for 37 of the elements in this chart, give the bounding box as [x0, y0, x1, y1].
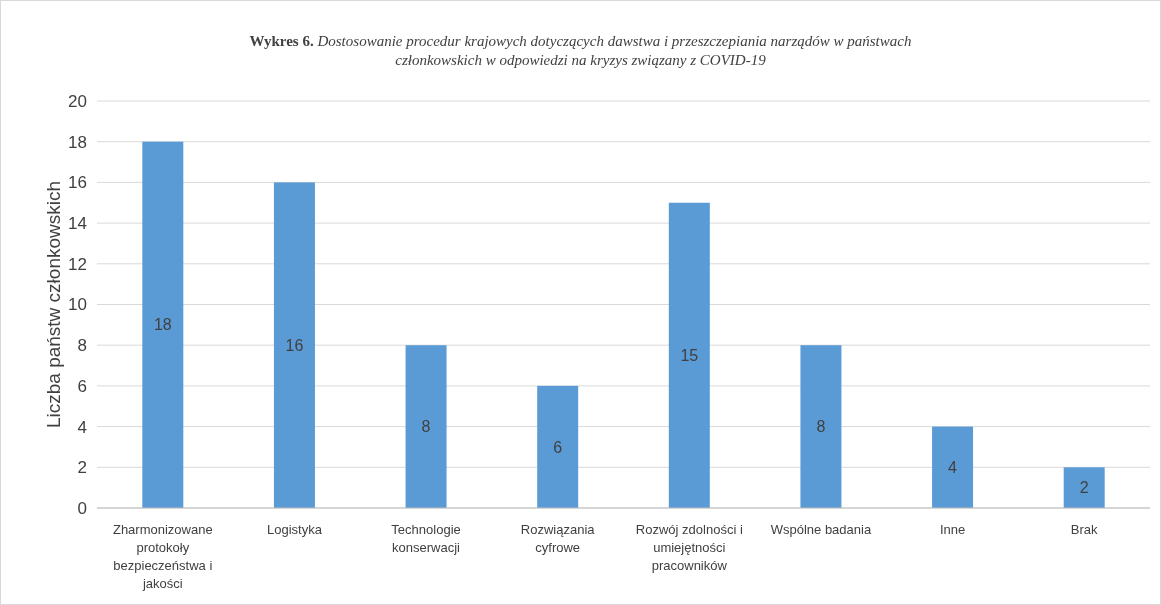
bar	[668, 202, 710, 508]
x-tick-label: Technologie konserwacji	[391, 522, 461, 555]
x-tick-label: Inne	[939, 522, 966, 537]
data-label: 8	[421, 418, 431, 436]
y-tick-label: 10	[68, 295, 87, 315]
x-tick-label: Rozwiązania cyfrowe	[520, 522, 596, 555]
x-tick-label: Zharmonizowane protokoły bezpieczeństwa i jakości	[112, 522, 213, 591]
bar	[1063, 467, 1105, 508]
y-tick-label: 20	[68, 91, 87, 111]
data-label: 2	[1079, 479, 1089, 497]
y-tick-label: 4	[77, 417, 87, 437]
data-label: 6	[553, 438, 563, 456]
data-label: 16	[285, 336, 304, 354]
x-tick-label: Rozwój zdolności i umiejętności pracowników	[635, 522, 743, 573]
y-tick-label: 2	[77, 458, 87, 478]
chart-title: Wykres 6. Dostosowanie procedur krajowych dotyczących dawstwa i przeszczepiania narządów w państwach członkowskich w odpowiedzi na kryzys związany z COVID-19	[249, 33, 912, 68]
y-tick-label: 0	[77, 498, 87, 518]
data-label: 18	[153, 316, 172, 334]
y-tick-label: 12	[68, 254, 87, 274]
x-tick-label: Logistyka	[266, 522, 323, 537]
y-axis-title: Liczba państw członkowskich	[43, 180, 64, 429]
y-tick-label: 18	[68, 132, 87, 152]
data-label: 8	[816, 418, 826, 436]
bar	[932, 426, 974, 508]
bar	[800, 345, 842, 508]
bar	[142, 141, 184, 508]
bar	[273, 182, 315, 508]
bar	[537, 385, 579, 508]
y-tick-label: 14	[68, 214, 87, 234]
x-tick-label: Brak	[1070, 522, 1099, 537]
data-label: 15	[680, 346, 699, 364]
y-tick-label: 8	[77, 336, 87, 356]
y-tick-label: 16	[68, 173, 87, 193]
bar	[405, 345, 447, 508]
y-tick-label: 6	[77, 376, 87, 396]
x-tick-label: Wspólne badania	[770, 522, 872, 537]
data-label: 4	[948, 458, 958, 476]
